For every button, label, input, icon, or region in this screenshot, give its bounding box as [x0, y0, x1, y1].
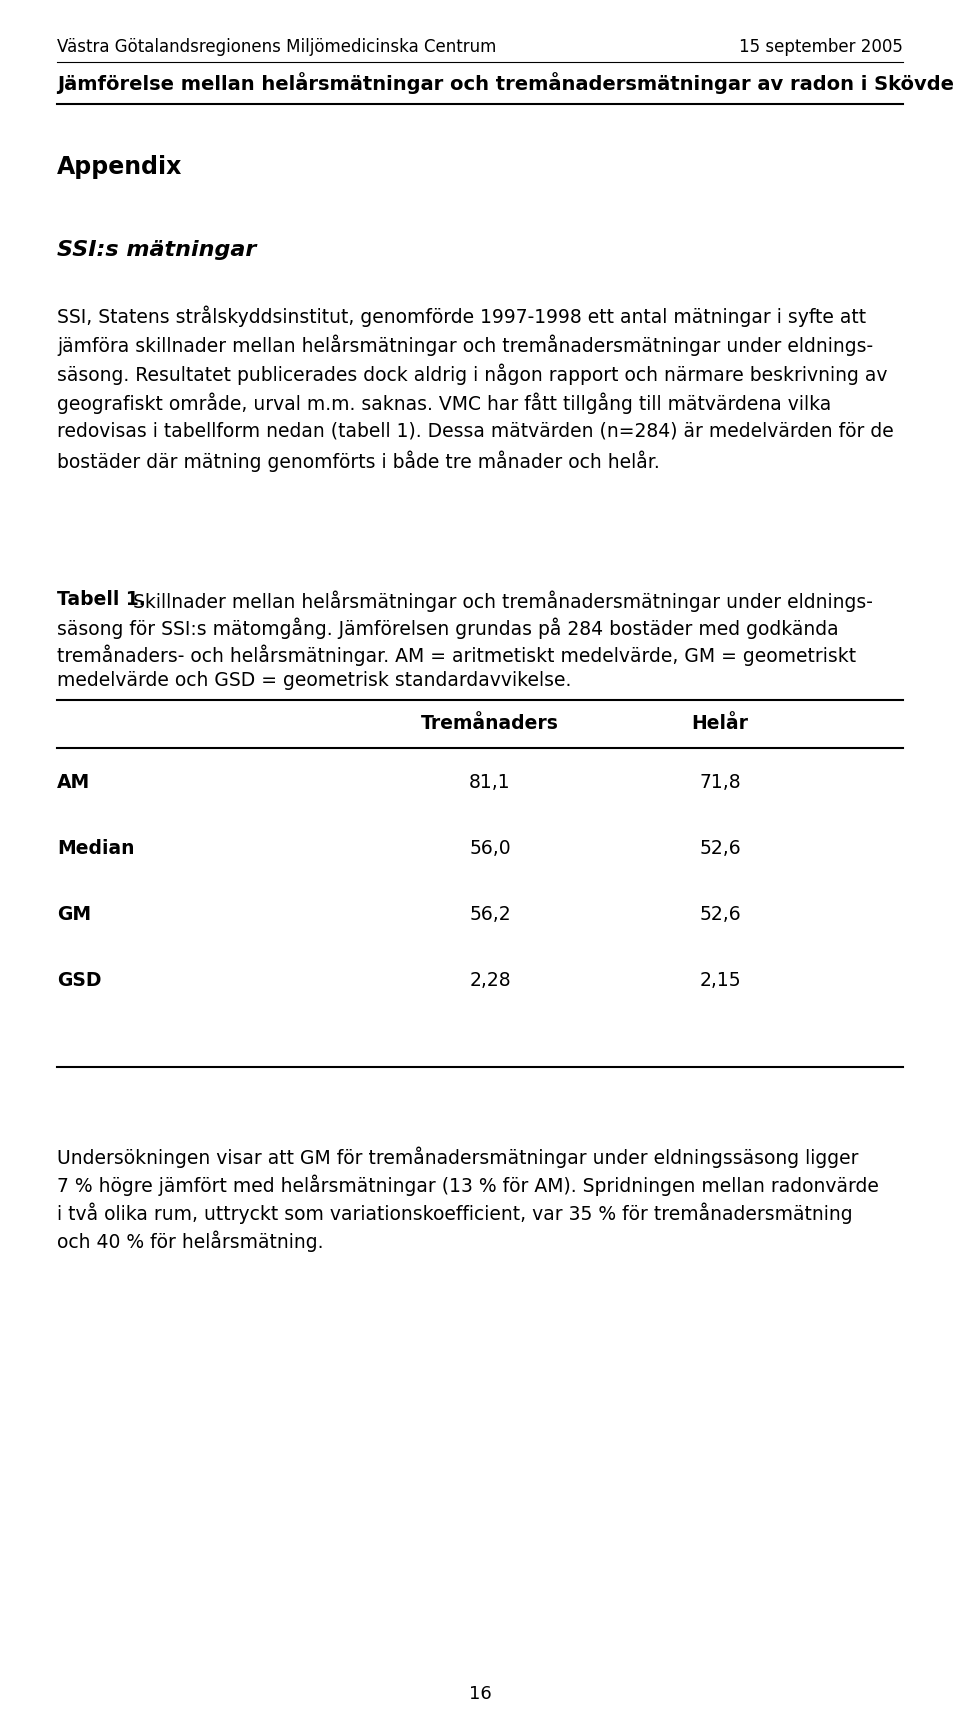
Text: 7 % högre jämfört med helårsmätningar (13 % för AM). Spridningen mellan radonvär: 7 % högre jämfört med helårsmätningar (1…	[57, 1176, 878, 1196]
Text: Median: Median	[57, 838, 134, 859]
Text: Appendix: Appendix	[57, 154, 182, 178]
Text: 2,15: 2,15	[699, 972, 741, 991]
Text: Undersökningen visar att GM för tremånadersmätningar under eldningssäsong ligger: Undersökningen visar att GM för tremånad…	[57, 1147, 858, 1169]
Text: medelvärde och GSD = geometrisk standardavvikelse.: medelvärde och GSD = geometrisk standard…	[57, 670, 571, 691]
Text: jämföra skillnader mellan helårsmätningar och tremånadersmätningar under eldning: jämföra skillnader mellan helårsmätninga…	[57, 334, 874, 355]
Text: tremånaders- och helårsmätningar. AM = aritmetiskt medelvärde, GM = geometriskt: tremånaders- och helårsmätningar. AM = a…	[57, 644, 856, 665]
Text: 81,1: 81,1	[469, 773, 511, 792]
Text: 52,6: 52,6	[699, 838, 741, 859]
Text: AM: AM	[57, 773, 90, 792]
Text: Jämförelse mellan helårsmätningar och tremånadersmätningar av radon i Skövde kom: Jämförelse mellan helårsmätningar och tr…	[57, 72, 960, 94]
Text: 52,6: 52,6	[699, 905, 741, 924]
Text: 56,2: 56,2	[469, 905, 511, 924]
Text: säsong. Resultatet publicerades dock aldrig i någon rapport och närmare beskrivn: säsong. Resultatet publicerades dock ald…	[57, 363, 887, 384]
Text: Västra Götalandsregionens Miljömedicinska Centrum: Västra Götalandsregionens Miljömedicinsk…	[57, 38, 496, 57]
Text: 2,28: 2,28	[469, 972, 511, 991]
Text: bostäder där mätning genomförts i både tre månader och helår.: bostäder där mätning genomförts i både t…	[57, 451, 660, 471]
Text: 71,8: 71,8	[699, 773, 741, 792]
Text: geografiskt område, urval m.m. saknas. VMC har fått tillgång till mätvärdena vil: geografiskt område, urval m.m. saknas. V…	[57, 393, 831, 413]
Text: Tremånaders: Tremånaders	[421, 715, 559, 734]
Text: 15 september 2005: 15 september 2005	[739, 38, 903, 57]
Text: redovisas i tabellform nedan (tabell 1). Dessa mätvärden (n=284) är medelvärden : redovisas i tabellform nedan (tabell 1).…	[57, 422, 894, 440]
Text: Helår: Helår	[691, 715, 749, 734]
Text: 16: 16	[468, 1685, 492, 1704]
Text: och 40 % för helårsmätning.: och 40 % för helårsmätning.	[57, 1231, 324, 1253]
Text: SSI, Statens strålskyddsinstitut, genomförde 1997-1998 ett antal mätningar i syf: SSI, Statens strålskyddsinstitut, genomf…	[57, 305, 866, 326]
Text: SSI:s mätningar: SSI:s mätningar	[57, 240, 256, 261]
Text: 56,0: 56,0	[469, 838, 511, 859]
Text: säsong för SSI:s mätomgång. Jämförelsen grundas på 284 bostäder med godkända: säsong för SSI:s mätomgång. Jämförelsen …	[57, 617, 839, 639]
Text: i två olika rum, uttryckt som variationskoefficient, var 35 % för tremånadersmät: i två olika rum, uttryckt som variations…	[57, 1203, 852, 1224]
Text: Skillnader mellan helårsmätningar och tremånadersmätningar under eldnings-: Skillnader mellan helårsmätningar och tr…	[127, 590, 873, 612]
Text: GM: GM	[57, 905, 91, 924]
Text: GSD: GSD	[57, 972, 102, 991]
Text: Tabell 1.: Tabell 1.	[57, 590, 146, 608]
